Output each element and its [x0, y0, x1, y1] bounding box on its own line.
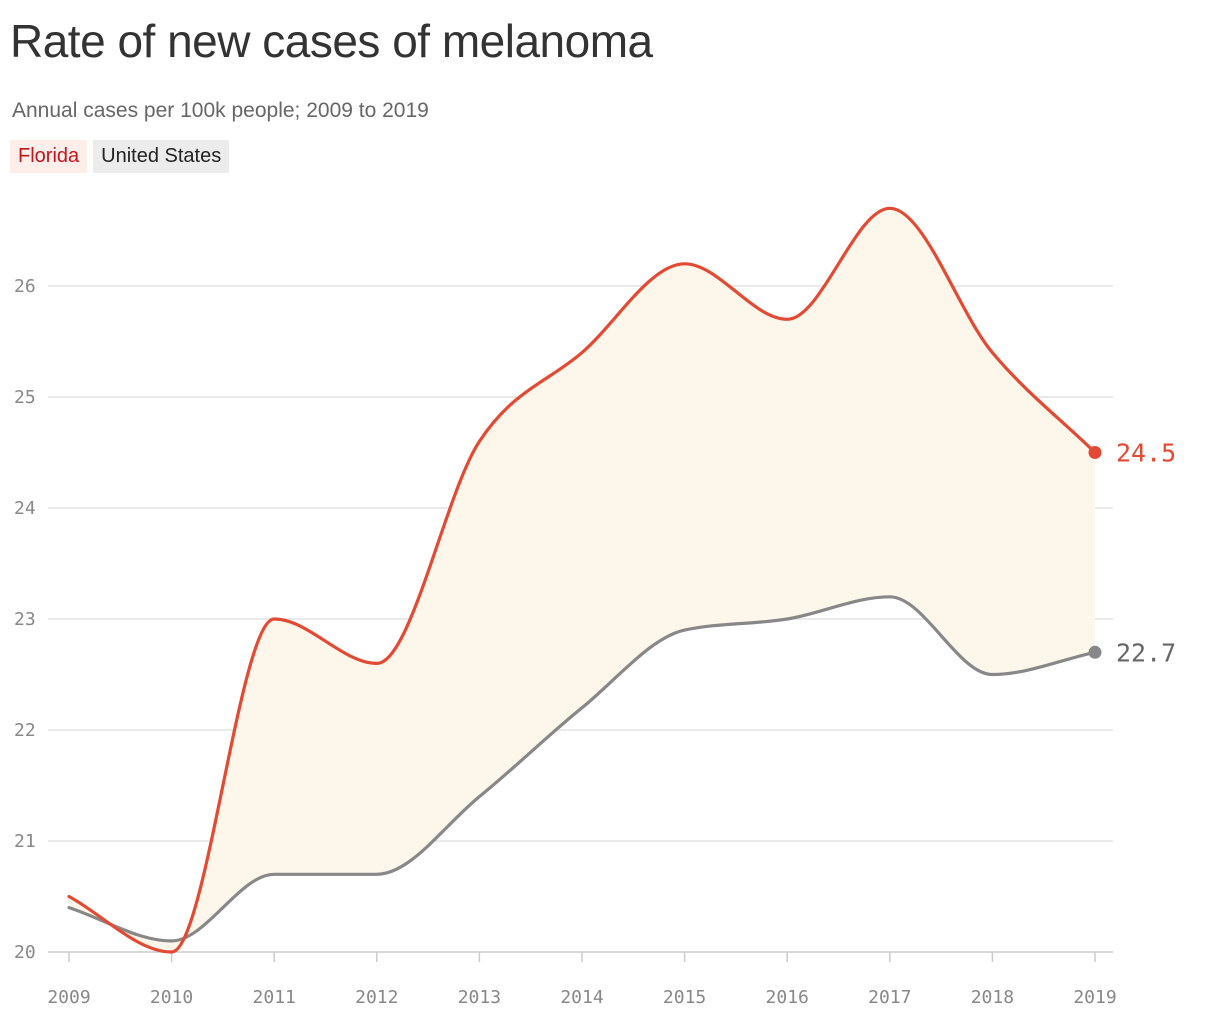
series-end-label-florida: 24.5: [1116, 439, 1176, 468]
y-tick-label: 24: [14, 498, 36, 519]
x-tick-label: 2015: [663, 987, 706, 1008]
x-tick-label: 2010: [150, 987, 193, 1008]
legend-item-florida: Florida: [10, 140, 88, 173]
legend-item-united-states: United States: [93, 140, 230, 173]
x-tick-label: 2009: [47, 987, 90, 1008]
x-tick-label: 2018: [971, 987, 1014, 1008]
x-tick-label: 2012: [355, 987, 398, 1008]
series-line-florida: [67, 206, 1097, 954]
x-tick-label: 2017: [868, 987, 911, 1008]
series-line-united-states: [67, 595, 1097, 943]
series-end-dot-florida: [1088, 446, 1102, 459]
y-tick-label: 21: [14, 831, 36, 852]
x-tick-label: 2014: [560, 987, 603, 1008]
y-tick-label: 23: [14, 609, 36, 630]
series-end-label-united-states: 22.7: [1116, 638, 1176, 667]
difference-band: [69, 208, 1095, 953]
y-tick-label: 26: [14, 276, 36, 297]
x-tick-label: 2016: [766, 987, 809, 1008]
series-end-dot-united-states: [1088, 645, 1102, 659]
y-tick-label: 25: [14, 387, 36, 408]
chart-title: Rate of new cases of melanoma: [10, 15, 653, 67]
x-tick-label: 2019: [1073, 987, 1116, 1008]
y-tick-label: 20: [14, 942, 36, 963]
chart-subtitle: Annual cases per 100k people; 2009 to 20…: [12, 99, 429, 122]
x-tick-label: 2011: [253, 987, 296, 1008]
legend: Florida United States: [10, 140, 230, 173]
y-tick-label: 22: [14, 720, 36, 741]
x-tick-label: 2013: [458, 987, 501, 1008]
